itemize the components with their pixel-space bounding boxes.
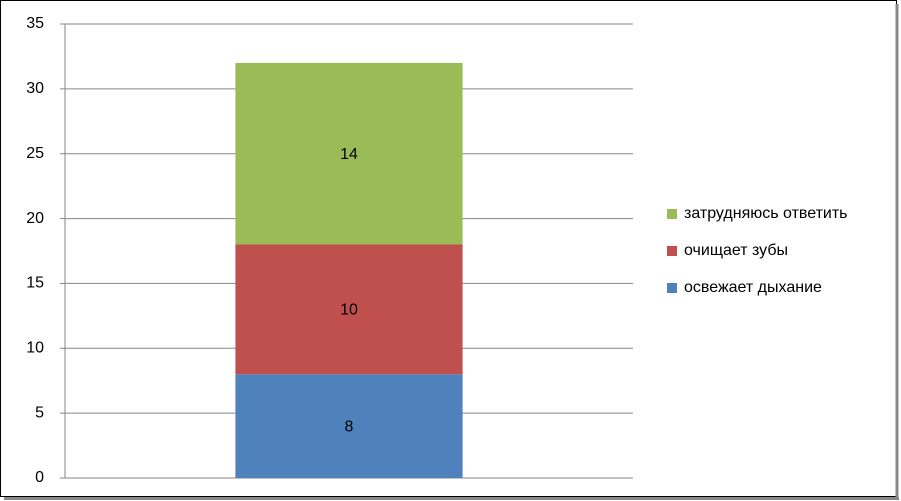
legend-swatch	[667, 209, 677, 219]
bar-segment	[235, 374, 463, 478]
bar-segment	[235, 62, 463, 245]
y-tick-label: 10	[26, 340, 44, 357]
y-tick-label: 25	[26, 145, 44, 162]
legend-swatch	[667, 246, 677, 256]
y-tick-label: 0	[35, 469, 44, 486]
legend-label: очищает зубы	[684, 242, 788, 259]
legend-label: освежает дыхание	[684, 279, 822, 296]
data-label: 14	[340, 146, 358, 163]
data-label: 10	[340, 302, 358, 319]
data-label: 8	[345, 418, 354, 435]
legend-swatch	[667, 283, 677, 293]
y-tick-label: 20	[26, 210, 44, 227]
y-tick-label: 5	[35, 404, 44, 421]
y-tick-label: 35	[26, 15, 44, 32]
y-tick-label: 15	[26, 275, 44, 292]
y-tick-label: 30	[26, 80, 44, 97]
legend-label: затрудняюсь ответить	[684, 205, 848, 222]
bar-segment	[235, 244, 463, 375]
